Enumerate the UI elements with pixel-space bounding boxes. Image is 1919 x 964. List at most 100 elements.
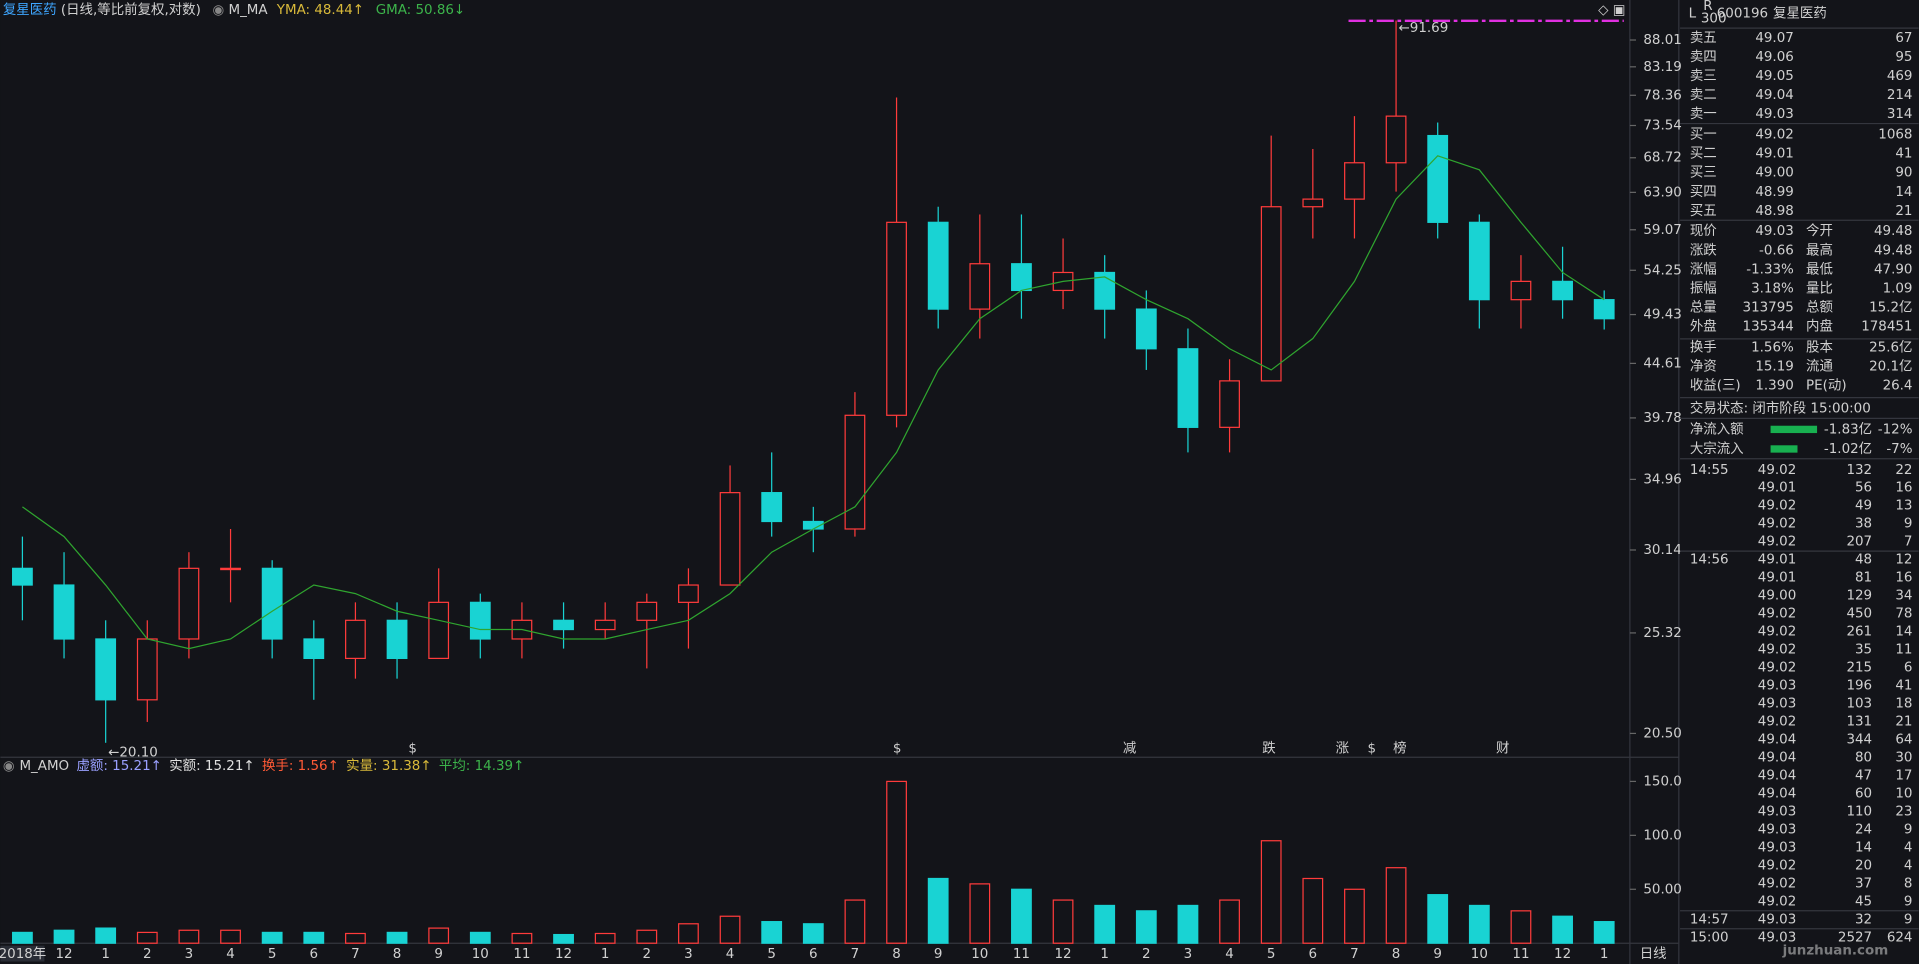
quote-value: 178451 [1861,320,1912,335]
volume-bar [844,899,866,944]
quote-value: 1.56% [1751,340,1794,355]
yma-value: YMA: 48.44↑ [276,3,364,18]
event-marker: 涨 [1336,741,1350,757]
trade-volume: 110 [1846,804,1872,819]
volume-bar [886,780,907,944]
volume-bar [678,923,699,944]
book-price: 49.02 [1755,128,1793,143]
trade-price: 49.02 [1758,876,1796,891]
volume-bar [1427,894,1449,944]
volume-bar [345,932,366,944]
stock-code: 600196 [1717,6,1768,21]
candle-body [969,263,991,310]
trade-price: 49.03 [1758,679,1796,694]
candle-body [927,221,949,310]
window-icon[interactable]: ▣ [1613,3,1626,18]
trade-volume: 47 [1855,768,1872,783]
stock-name[interactable]: 复星医药 [1773,4,1827,21]
volume-bar [761,921,783,944]
badge-sub: 300 [1701,11,1727,26]
candle-body [345,619,366,660]
trade-count: 4 [1904,858,1913,873]
indicator-icon[interactable]: ◉ [3,759,15,774]
trade-volume: 81 [1855,571,1872,586]
trade-volume: 132 [1846,463,1872,478]
x-tick-label: 2 [143,947,152,962]
x-tick-label: 11 [1013,947,1030,962]
quote-label: 总量 [1690,300,1717,316]
trade-price: 49.04 [1758,768,1796,783]
x-tick-label: 1 [1100,947,1109,962]
x-tick-label: 9 [434,947,443,962]
y-tick-label: 34.96 [1643,472,1681,487]
candle-body [1344,162,1365,200]
indicator-icon[interactable]: ◉ [212,3,224,18]
candle-body [1260,206,1282,382]
x-tick-label: 4 [226,947,235,962]
extreme-label: ←20.10 [108,746,158,761]
trade-count: 4 [1904,840,1913,855]
trade-volume: 450 [1846,607,1872,622]
candle-body [386,619,408,660]
flow-percent: -12% [1878,422,1913,437]
trade-count: 16 [1895,481,1912,496]
x-tick-label: 3 [1184,947,1193,962]
badge: R [1703,0,1712,14]
stock-name[interactable]: 复星医药 [3,1,57,18]
trade-count: 9 [1904,822,1913,837]
legend-entry: 平均: 14.39↑ [439,758,524,774]
trade-price: 49.03 [1758,840,1796,855]
quote-value: 47.90 [1874,262,1912,277]
trade-count: 30 [1895,750,1912,765]
x-tick-label: 2018年 [0,946,46,962]
candle-body [1427,134,1449,223]
trade-price: 49.02 [1758,858,1796,873]
candle-body [1468,221,1490,301]
chart-params: (日线,等比前复权,对数) [61,1,201,18]
book-label: 买一 [1690,127,1717,143]
quote-label: 内盘 [1806,318,1833,335]
quote-value: 3.18% [1751,281,1794,296]
x-tick-label: 10 [472,947,489,962]
trade-count: 9 [1904,912,1913,927]
y-tick-label: 30.14 [1643,543,1681,558]
x-tick-label: 2 [643,947,652,962]
volume-bar [1260,840,1282,944]
book-price: 49.05 [1755,69,1793,84]
trade-price: 49.01 [1758,553,1796,568]
trade-price: 49.02 [1758,894,1796,909]
header: 复星医药 (日线,等比前复权,对数) ◉ M_MA YMA: 48.44↑ GM… [3,1,465,18]
book-volume: 1068 [1878,128,1912,143]
x-tick-label: 11 [513,947,530,962]
indicator-name[interactable]: M_MA [228,3,268,18]
volume-bar [1094,904,1116,944]
volume-bar [1344,888,1365,944]
flow-percent: -7% [1886,442,1912,457]
y-tick-label: 54.25 [1643,263,1681,278]
book-volume: 95 [1895,50,1912,65]
trade-volume: 35 [1855,643,1872,658]
trade-time: 14:57 [1690,912,1729,927]
book-volume: 67 [1895,31,1912,46]
volume-bar [386,931,408,944]
candle-body [12,567,33,586]
candle-body [220,567,241,571]
trade-volume: 45 [1855,894,1872,909]
trade-count: 7 [1904,535,1913,550]
quote-label: 收益(三) [1690,378,1741,394]
x-tick-label: 9 [934,947,943,962]
quote-label: 换手 [1690,339,1717,355]
volume-bar [53,929,75,944]
trade-count: 64 [1895,733,1912,748]
trade-count: 14 [1895,625,1912,640]
x-tick-label: 7 [351,947,360,962]
quote-value: 49.48 [1874,243,1912,258]
trade-status: 交易状态: 闭市阶段 15:00:00 [1690,400,1871,417]
trade-count: 17 [1895,768,1912,783]
pin-icon[interactable]: ◇ [1598,3,1609,18]
quote-label: 净资 [1690,359,1717,375]
candle-body [1135,308,1157,350]
flow-value: -1.83亿 [1824,421,1872,437]
candle-body [1510,280,1532,301]
x-tick-label: 1 [601,947,610,962]
